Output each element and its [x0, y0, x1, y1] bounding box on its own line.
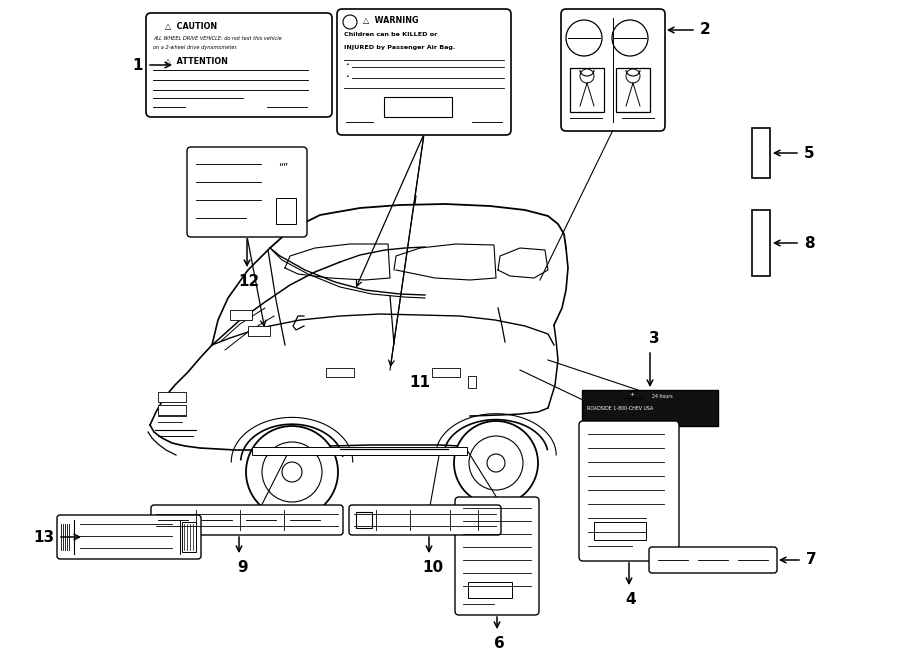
Text: 12: 12: [238, 274, 259, 289]
Circle shape: [262, 442, 322, 502]
Text: 7: 7: [806, 553, 816, 568]
Bar: [468, 376, 476, 388]
Text: 11: 11: [410, 375, 430, 390]
Bar: [248, 326, 270, 336]
Circle shape: [282, 462, 302, 482]
Circle shape: [454, 421, 538, 505]
FancyBboxPatch shape: [561, 9, 665, 131]
Text: ALL WHEEL DRIVE VEHICLE: do not test this vehicle: ALL WHEEL DRIVE VEHICLE: do not test thi…: [153, 36, 282, 41]
Text: Children can be KILLED or: Children can be KILLED or: [344, 32, 437, 37]
Bar: [582, 390, 718, 426]
Text: 1: 1: [132, 58, 143, 73]
FancyBboxPatch shape: [579, 421, 679, 561]
Text: •: •: [345, 74, 349, 79]
FancyBboxPatch shape: [337, 9, 511, 135]
FancyBboxPatch shape: [349, 505, 501, 535]
FancyBboxPatch shape: [57, 515, 201, 559]
Circle shape: [487, 454, 505, 472]
Bar: [468, 582, 512, 598]
Text: 6: 6: [493, 636, 504, 651]
Text: on a 2-wheel drive dynamometer.: on a 2-wheel drive dynamometer.: [153, 45, 238, 50]
Bar: [616, 68, 650, 112]
Text: 3: 3: [649, 331, 660, 346]
Text: 13: 13: [33, 529, 54, 545]
FancyBboxPatch shape: [455, 497, 539, 615]
Text: 9: 9: [238, 560, 248, 575]
FancyBboxPatch shape: [151, 505, 343, 535]
Circle shape: [612, 20, 648, 56]
Bar: [752, 210, 770, 276]
Circle shape: [343, 15, 357, 29]
FancyBboxPatch shape: [146, 13, 332, 117]
Text: 24 hours: 24 hours: [652, 394, 672, 399]
Circle shape: [246, 426, 338, 518]
Bar: [276, 198, 296, 224]
Text: 8: 8: [804, 235, 814, 251]
Bar: [182, 522, 196, 552]
Bar: [158, 392, 186, 402]
Text: 5: 5: [804, 145, 814, 161]
Bar: [326, 368, 354, 377]
Text: •: •: [345, 62, 349, 67]
Bar: [252, 447, 467, 455]
FancyBboxPatch shape: [649, 547, 777, 573]
Bar: [158, 405, 186, 415]
FancyBboxPatch shape: [187, 147, 307, 237]
Bar: [384, 97, 452, 117]
Text: INJURED by Passenger Air Bag.: INJURED by Passenger Air Bag.: [344, 45, 455, 50]
Text: ROADSIDE 1-800-CHEV USA: ROADSIDE 1-800-CHEV USA: [587, 406, 653, 411]
Text: 4: 4: [626, 592, 636, 607]
Text: +: +: [630, 392, 634, 397]
Bar: [356, 512, 372, 528]
Bar: [570, 68, 604, 112]
Circle shape: [580, 69, 594, 83]
Text: △  ATTENTION: △ ATTENTION: [165, 57, 228, 66]
Bar: [752, 128, 770, 178]
Text: 2: 2: [700, 22, 711, 38]
Bar: [594, 522, 646, 540]
Text: “”: “”: [278, 162, 288, 172]
Circle shape: [469, 436, 523, 490]
Text: △  WARNING: △ WARNING: [363, 16, 419, 25]
Text: △  CAUTION: △ CAUTION: [165, 22, 217, 31]
Circle shape: [566, 20, 602, 56]
Bar: [432, 368, 460, 377]
Circle shape: [626, 69, 640, 83]
Text: 10: 10: [422, 560, 444, 575]
Bar: [230, 310, 252, 320]
